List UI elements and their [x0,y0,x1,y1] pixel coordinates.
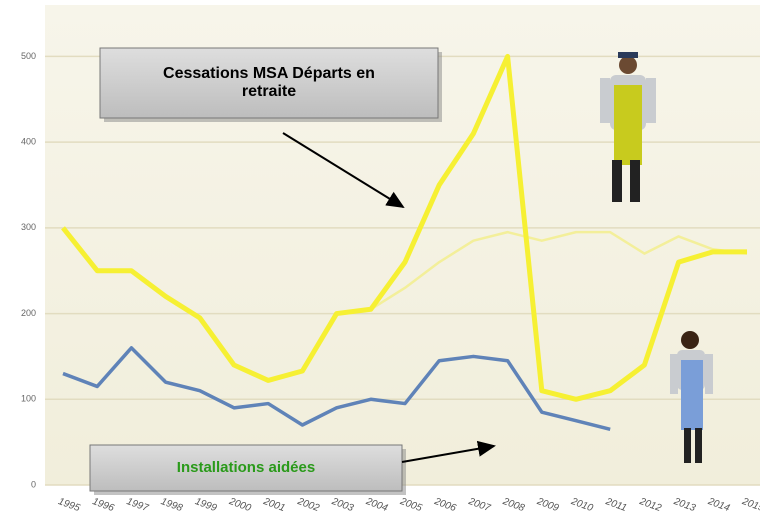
chart: 0100200300400500199519961997199819992000… [0,0,760,529]
y-tick-label: 200 [21,308,36,318]
y-tick-label: 400 [21,137,36,147]
y-tick-label: 500 [21,51,36,61]
y-tick-label: 100 [21,394,36,404]
annotation-text: Installations aidées [177,459,315,476]
annotation-text: Cessations MSA Départs en retraite [100,48,438,118]
y-tick-label: 300 [21,222,36,232]
annotation: Cessations MSA Départs en retraite [100,48,438,118]
y-tick-label: 0 [31,479,36,489]
